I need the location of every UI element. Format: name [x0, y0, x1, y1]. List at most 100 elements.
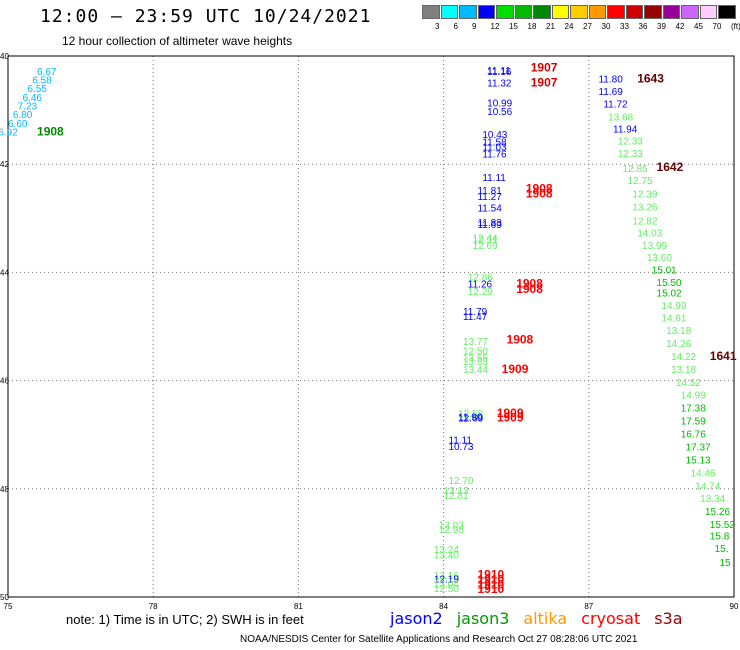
wave-height-label: 10.56 — [487, 107, 512, 118]
wave-height-label: 13.24 — [434, 545, 459, 556]
colorbar-swatch — [662, 5, 680, 19]
colorbar-swatch — [718, 5, 736, 19]
y-tick-label: 40 — [0, 52, 9, 61]
wave-height-label: 12.16 — [434, 571, 459, 582]
wave-height-label: 12.33 — [618, 137, 643, 148]
colorbar-tick-label: 18 — [527, 22, 537, 31]
pass-time-label: 1910 — [477, 577, 504, 591]
wave-height-label: 15.01 — [652, 265, 677, 276]
pass-time-label: 1908 — [526, 181, 553, 195]
wave-height-label: 12.82 — [632, 216, 657, 227]
pass-time-label: 1909 — [497, 406, 524, 420]
wave-height-label: 12.50 — [434, 584, 459, 595]
wave-height-label: 6.58 — [32, 76, 52, 87]
wave-height-label: 13.03 — [439, 520, 464, 531]
colorbar-swatch — [496, 5, 514, 19]
y-tick-label: 44 — [0, 268, 9, 277]
wave-height-label: 14.46 — [690, 468, 715, 479]
wave-height-label: 11.58 — [482, 137, 507, 148]
map-plot: 75 78 81 84 87 90 40 42 44 46 48 50 6.676.586.556.4… — [0, 52, 739, 610]
pass-time-label: 1909 — [497, 411, 524, 425]
colorbar-swatch — [551, 5, 569, 19]
wave-height-label: 11.90 — [458, 413, 483, 424]
wave-height-label: 11.16 — [487, 67, 512, 78]
wave-height-label: 11.72 — [603, 99, 628, 110]
wave-height-label: 12.70 — [448, 476, 473, 487]
page-title: 12:00 – 23:59 UTC 10/24/2021 — [40, 6, 372, 27]
wave-height-label: 6.46 — [23, 93, 43, 104]
wave-height-label: 13.13 — [444, 486, 469, 497]
pass-time-label: 1642 — [657, 160, 684, 174]
wave-height-label: 14.52 — [676, 378, 701, 389]
x-tick-label: 78 — [149, 602, 158, 610]
wave-height-label: 11.94 — [613, 124, 638, 135]
wave-height-label: 6.67 — [37, 67, 57, 78]
wave-height-label: 13.55 — [463, 354, 488, 365]
wave-height-label: 14.99 — [681, 390, 706, 401]
wave-height-label: 13.63 — [463, 357, 488, 368]
colorbar-tick-label: (ft) — [731, 22, 740, 31]
legend-item-jason2: jason2 — [390, 609, 443, 628]
y-tick-label: 48 — [0, 485, 9, 494]
wave-height-label: 11.54 — [477, 203, 502, 214]
pass-time-label: 1643 — [637, 72, 664, 86]
pass-time-label: 1910 — [477, 572, 504, 586]
colorbar-tick-label: 15 — [509, 22, 518, 31]
wave-height-label: 15 — [719, 558, 731, 569]
wave-height-label: 11.81 — [477, 186, 502, 197]
wave-height-label: 10.99 — [487, 98, 512, 109]
wave-height-label: 13.60 — [647, 253, 672, 264]
colorbar-tick-label: 21 — [546, 22, 555, 31]
wave-height-label: 15.8 — [710, 532, 730, 543]
wave-height-label: 10.43 — [482, 130, 507, 141]
wave-height-label: 12.33 — [618, 149, 643, 160]
wave-height-label: 14.99 — [661, 301, 686, 312]
pass-time-label: 1908 — [507, 332, 534, 346]
wave-height-label: 12.75 — [628, 176, 653, 187]
colorbar-swatch — [514, 5, 532, 19]
pass-time-label: 1908 — [526, 187, 553, 201]
colorbar-swatch — [607, 5, 625, 19]
wave-height-label: 17.59 — [681, 416, 706, 427]
y-tick-label: 46 — [0, 377, 9, 386]
colorbar-swatch — [533, 5, 551, 19]
colorbar-swatch — [625, 5, 643, 19]
wave-height-label: 17.38 — [681, 403, 706, 414]
wave-height-label: 7.23 — [18, 102, 38, 113]
wave-height-label: 10.73 — [448, 442, 473, 453]
wave-height-label: 11.69 — [477, 220, 502, 231]
wave-height-label: 12.29 — [468, 287, 493, 298]
pass-time-label: 1907 — [531, 75, 558, 89]
plot-frame — [7, 55, 735, 598]
x-tick-label: 90 — [730, 602, 739, 610]
wave-height-label: 6.60 — [8, 119, 28, 130]
colorbar-swatch — [440, 5, 458, 19]
colorbar-tick-label: 42 — [675, 22, 685, 31]
wave-height-label: 15.13 — [686, 455, 711, 466]
wave-height-label: 14.26 — [666, 339, 691, 350]
satellite-legend: jason2 jason3 altika cryosat s3a — [390, 609, 697, 628]
wave-height-label: 12.98 — [439, 525, 464, 536]
wave-height-label: 12.85 — [623, 164, 648, 175]
wave-height-label: 13.26 — [632, 203, 657, 214]
wave-height-label: 14.22 — [671, 352, 696, 363]
wave-height-label: 11.26 — [468, 280, 493, 291]
wave-height-label: 12.69 — [458, 414, 483, 425]
axis-ticks: 75 78 81 84 87 90 40 42 44 46 48 50 — [0, 52, 739, 610]
wave-height-label: 13.34 — [700, 494, 725, 505]
wave-height-label: 11.03 — [482, 143, 507, 154]
colorbar-swatch — [570, 5, 588, 19]
legend-item-cryosat: cryosat — [581, 609, 641, 628]
wave-height-label: 11.47 — [463, 312, 488, 323]
wave-height-label: 11.83 — [477, 218, 502, 229]
wave-height-label: 11.32 — [487, 78, 512, 89]
colorbar-tick-label: 70 — [712, 22, 722, 31]
wave-height-label: 11.11 — [482, 173, 506, 184]
wave-height-label: 12.39 — [632, 190, 657, 201]
pass-time-label: 1908 — [37, 125, 64, 139]
wave-height-label: 15.02 — [657, 289, 682, 300]
credit-line: NOAA/NESDIS Center for Satellite Applica… — [240, 634, 638, 645]
colorbar-swatch — [644, 5, 662, 19]
colorbar-tick-label: 39 — [657, 22, 666, 31]
wave-height-label: 13.44 — [463, 365, 488, 376]
